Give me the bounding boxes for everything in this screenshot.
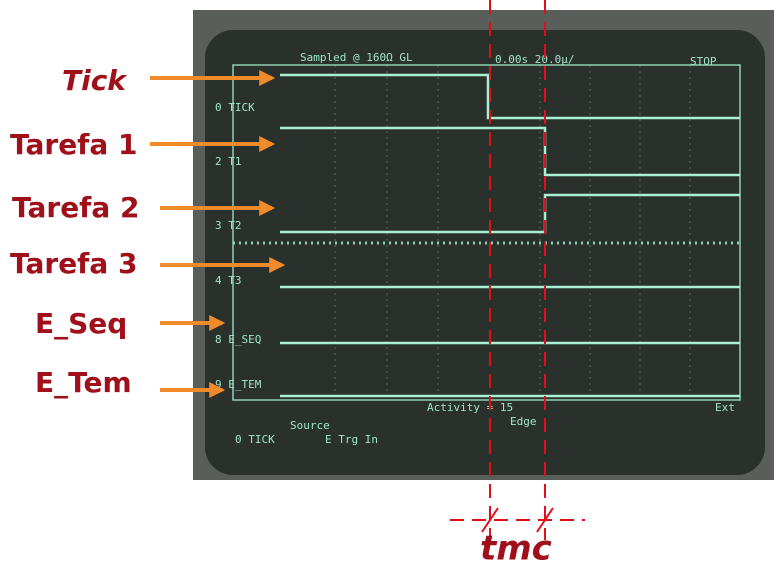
tmc-markers <box>450 0 585 540</box>
screen <box>205 30 765 475</box>
trigger: E Trg In <box>325 433 378 446</box>
plot-frame <box>232 64 741 401</box>
label: Tick <box>62 64 128 97</box>
scope-timebase: 0.00s 20.0μ/ <box>495 53 574 66</box>
label: E_Seq <box>35 307 127 340</box>
traces <box>280 73 740 398</box>
channel-label: 0 TICK <box>215 101 255 114</box>
scope-status: STOP <box>690 55 717 68</box>
source-label: Source <box>290 419 330 432</box>
arrows <box>150 70 286 398</box>
channel-label: 9 E_TEM <box>215 378 262 391</box>
channel-label: 2 T1 <box>215 155 242 168</box>
grid <box>233 65 740 400</box>
label: Tarefa 1 <box>10 128 138 161</box>
activity: Activity = 15 <box>427 401 513 414</box>
channel-label: 4 T3 <box>215 274 242 287</box>
annotation: tmc <box>480 529 552 566</box>
edge-label: Edge <box>510 415 537 428</box>
label: E_Tem <box>35 366 132 399</box>
channel-label: 8 E_SEQ <box>215 333 261 346</box>
ext: Ext <box>715 401 735 414</box>
label: Tarefa 3 <box>10 247 138 280</box>
scope-header: Sampled @ 160Ω GL <box>300 51 413 64</box>
label: Tarefa 2 <box>12 191 140 224</box>
channel-label: 3 T2 <box>215 219 242 232</box>
source-value: 0 TICK <box>235 433 275 446</box>
